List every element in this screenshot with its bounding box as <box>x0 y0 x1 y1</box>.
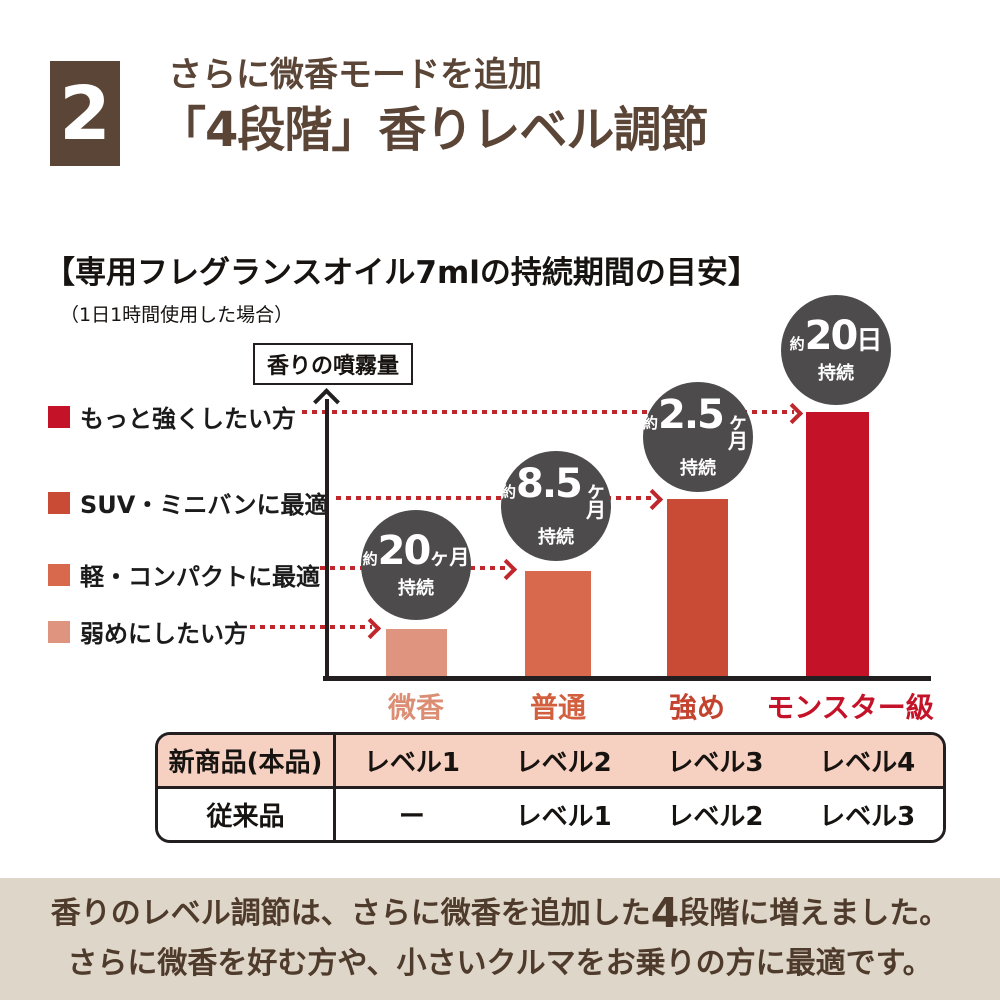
approx-prefix: 約 <box>501 482 517 501</box>
table-cell: レベル3 <box>819 802 916 832</box>
legend-item-suv-minivan: SUV・ミニバンに最適 <box>48 485 329 520</box>
y-axis-line <box>325 399 329 679</box>
color-swatch <box>48 491 70 514</box>
chart-bar-level3 <box>667 499 728 679</box>
table-cell: レベル4 <box>819 748 916 778</box>
color-swatch <box>48 405 70 428</box>
duration-bubble: 約 20 日 持続 <box>781 295 891 405</box>
duration-suffix: 持続 <box>538 526 574 548</box>
footer-text-line1: 香りのレベル調節は、さらに微香を追加した4段階に増えました。 <box>0 888 1000 934</box>
dotted-arrow-line <box>336 488 664 511</box>
chart-title: 【専用フレグランスオイル7mlの持続期間の目安】 <box>44 255 759 291</box>
legend-item-weaker: 弱めにしたい方 <box>48 614 248 649</box>
duration-text: 約 2.5 ヶ月 <box>643 395 753 451</box>
duration-text: 約 20 日 <box>790 316 883 356</box>
table-cell: ー <box>398 802 425 832</box>
chart-bar-level4 <box>806 412 869 679</box>
header-title: 「4段階」香りレベル調節 <box>158 102 708 158</box>
duration-value: 8.5 <box>516 460 583 507</box>
table-cell: レベル2 <box>515 748 612 778</box>
footer-note: 香りのレベル調節は、さらに微香を追加した4段階に増えました。 さらに微香を好む方… <box>0 878 1000 1000</box>
dotted-arrow-line <box>250 617 382 640</box>
color-swatch <box>48 563 70 586</box>
row-header: 新商品(本品) <box>158 735 336 786</box>
footer-big-number: 4 <box>650 889 680 937</box>
table-cell: レベル1 <box>363 748 460 778</box>
approx-prefix: 約 <box>643 413 659 432</box>
duration-unit: 日 <box>856 325 883 356</box>
y-axis-label: 香りの噴霧量 <box>253 343 413 385</box>
step-number-badge: 2 <box>50 61 120 166</box>
chart-bar-level2 <box>525 571 591 679</box>
chart-bar-level1 <box>386 629 447 679</box>
duration-value: 20 <box>804 312 859 359</box>
dotted-arrow-line <box>302 402 804 425</box>
duration-text: 約 8.5 ヶ月 <box>501 464 611 520</box>
legend-item-compact-car: 軽・コンパクトに最適 <box>48 557 320 592</box>
chart-subtitle: （1日1時間使用した場合） <box>60 304 294 326</box>
category-label: 普通 <box>529 691 586 724</box>
approx-prefix: 約 <box>362 549 378 568</box>
duration-unit: ヶ月 <box>585 477 606 522</box>
approx-prefix: 約 <box>789 334 805 353</box>
category-label: 強め <box>668 691 725 724</box>
row-header: 従来品 <box>158 789 336 840</box>
duration-bubble: 約 8.5 ヶ月 持続 <box>501 451 611 561</box>
footer-text-line2: さらに微香を好む方や、小さいクルマをお乗りの方に最適です。 <box>67 946 933 981</box>
footer-text: 段階に増えました。 <box>679 896 950 931</box>
duration-value: 2.5 <box>658 391 725 438</box>
x-axis-line <box>323 676 931 681</box>
duration-bubble: 約 2.5 ヶ月 持続 <box>643 382 753 492</box>
category-label: 微香 <box>387 691 444 724</box>
legend-label: SUV・ミニバンに最適 <box>80 491 329 519</box>
table-row: 従来品 ー レベル1 レベル2 レベル3 <box>158 789 943 840</box>
duration-unit: ヶ月 <box>429 544 470 569</box>
legend-label: 弱めにしたい方 <box>80 620 248 648</box>
table-cell: レベル2 <box>667 802 764 832</box>
arrow-right-icon <box>781 402 804 425</box>
arrow-right-icon <box>641 488 664 511</box>
legend-label: もっと強くしたい方 <box>80 405 296 433</box>
duration-value: 20 <box>377 527 432 574</box>
duration-bubble: 約 20 ヶ月 持続 <box>361 510 471 620</box>
legend-item-strongest: もっと強くしたい方 <box>48 399 296 434</box>
color-swatch <box>48 620 70 643</box>
duration-suffix: 持続 <box>680 457 716 479</box>
arrow-right-icon <box>495 558 518 581</box>
legend-label: 軽・コンパクトに最適 <box>80 563 320 591</box>
arrow-right-icon <box>359 617 382 640</box>
comparison-table: 新商品(本品) レベル1 レベル2 レベル3 レベル4 従来品 ー レベル1 レ… <box>155 732 946 843</box>
table-cell: レベル1 <box>515 802 612 832</box>
table-cell: レベル3 <box>667 748 764 778</box>
duration-suffix: 持続 <box>398 577 434 599</box>
category-label: モンスター級 <box>766 691 934 724</box>
duration-suffix: 持続 <box>818 362 854 384</box>
duration-text: 約 20 ヶ月 <box>363 531 470 571</box>
duration-unit: ヶ月 <box>727 408 748 453</box>
footer-text: 香りのレベル調節は、さらに微香を追加した <box>50 896 651 931</box>
header-subtitle: さらに微香モードを追加 <box>168 55 542 95</box>
table-row: 新商品(本品) レベル1 レベル2 レベル3 レベル4 <box>158 735 943 789</box>
